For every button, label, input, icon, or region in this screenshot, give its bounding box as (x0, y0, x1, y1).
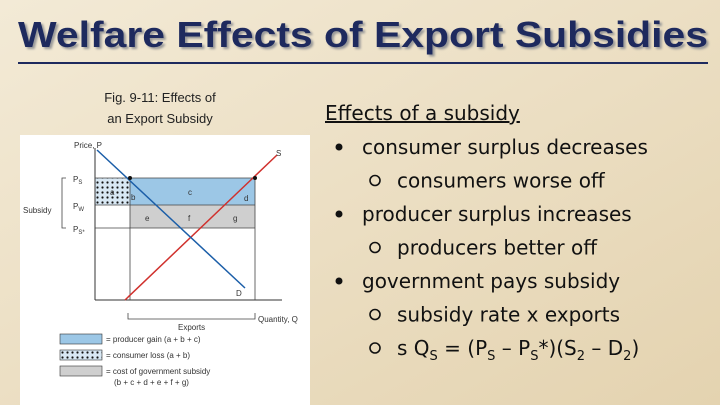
text-part: ) (631, 336, 639, 360)
figure: Price, P Quantity, Q S D Subsidy Exports… (20, 135, 310, 405)
price-label: PS (73, 175, 82, 186)
subscript: 2 (577, 349, 585, 364)
price-label-main: P (73, 225, 78, 234)
subsidy-label: Subsidy (23, 206, 51, 215)
bullet-list: consumer surplus decreases consumers wors… (335, 135, 648, 364)
area-label: c (188, 188, 192, 197)
bullet-marker (335, 210, 343, 218)
text-part: subsidy rate x exports (397, 303, 620, 327)
figure-panel (20, 135, 310, 405)
text-part: *)(S (538, 336, 576, 360)
legend-text: (b + c + d + e + f + g) (114, 378, 189, 387)
exports-label: Exports (178, 323, 205, 332)
area-label: e (145, 214, 150, 223)
figure-caption: Fig. 9-11: Effects of (104, 90, 216, 105)
price-label-sub: S* (78, 230, 85, 236)
bullet-text: consumer surplus decreases (362, 135, 648, 159)
axis-label: Price, P (74, 141, 102, 150)
bullet-text: producer surplus increases (362, 202, 632, 226)
subscript: S (430, 349, 438, 364)
price-label-main: P (73, 202, 78, 211)
figure-caption: an Export Subsidy (107, 111, 213, 126)
area-label: g (233, 214, 237, 223)
price-label: PS* (73, 225, 85, 236)
sub-bullet-marker (369, 174, 381, 187)
text-part: = (P (438, 336, 487, 360)
sub-bullet-text: producers better off (397, 236, 598, 260)
area-label: a (110, 188, 115, 197)
legend-text: = cost of government subsidy (106, 367, 210, 376)
point (128, 176, 132, 180)
text-part: – P (495, 336, 530, 360)
text-part: – D (585, 336, 623, 360)
point (253, 176, 257, 180)
price-label-main: P (73, 175, 78, 184)
sub-bullet-text: consumers worse off (397, 169, 606, 193)
bullet-marker (335, 277, 343, 285)
curve-label: D (236, 289, 242, 298)
supply-curve (124, 154, 278, 301)
sub-bullet-text: subsidy rate x exports (397, 303, 620, 327)
sub-bullet-text: s QS = (PS – PS*)(S2 – D2) (397, 336, 639, 364)
axis-label: Quantity, Q (258, 315, 298, 324)
price-label: PW (73, 202, 84, 213)
subscript: 2 (623, 349, 631, 364)
slide-title: Welfare Effects of Export Subsidies (18, 14, 708, 55)
consumer-loss-area-a (95, 178, 130, 205)
area-label: d (244, 194, 248, 203)
legend-text: = consumer loss (a + b) (106, 351, 190, 360)
exports-bracket (127, 313, 256, 320)
heading: Effects of a subsidy (325, 101, 520, 125)
legend-text: = producer gain (a + b + c) (106, 335, 201, 344)
bullet-text: government pays subsidy (362, 269, 620, 293)
curve-label: S (276, 149, 281, 158)
bullet-marker (335, 143, 343, 151)
area-label: b (131, 193, 136, 202)
price-label-sub: S (78, 180, 82, 186)
subsidy-bracket (61, 177, 66, 229)
text-part: s Q (397, 336, 430, 360)
price-label-sub: W (78, 207, 84, 213)
text-part: producers better off (397, 236, 598, 260)
subscript: S (530, 349, 538, 364)
sub-bullet-marker (369, 241, 381, 254)
sub-bullet-marker (369, 342, 381, 354)
legend-swatch (59, 365, 103, 377)
legend-swatch (59, 333, 103, 345)
sub-bullet-marker (369, 308, 381, 321)
legend-swatch (59, 349, 103, 361)
area-label: f (188, 214, 191, 223)
text-part: consumers worse off (397, 169, 606, 193)
consumer-loss-area-b (112, 178, 130, 205)
subscript: S (487, 349, 495, 364)
demand-curve (96, 149, 246, 289)
